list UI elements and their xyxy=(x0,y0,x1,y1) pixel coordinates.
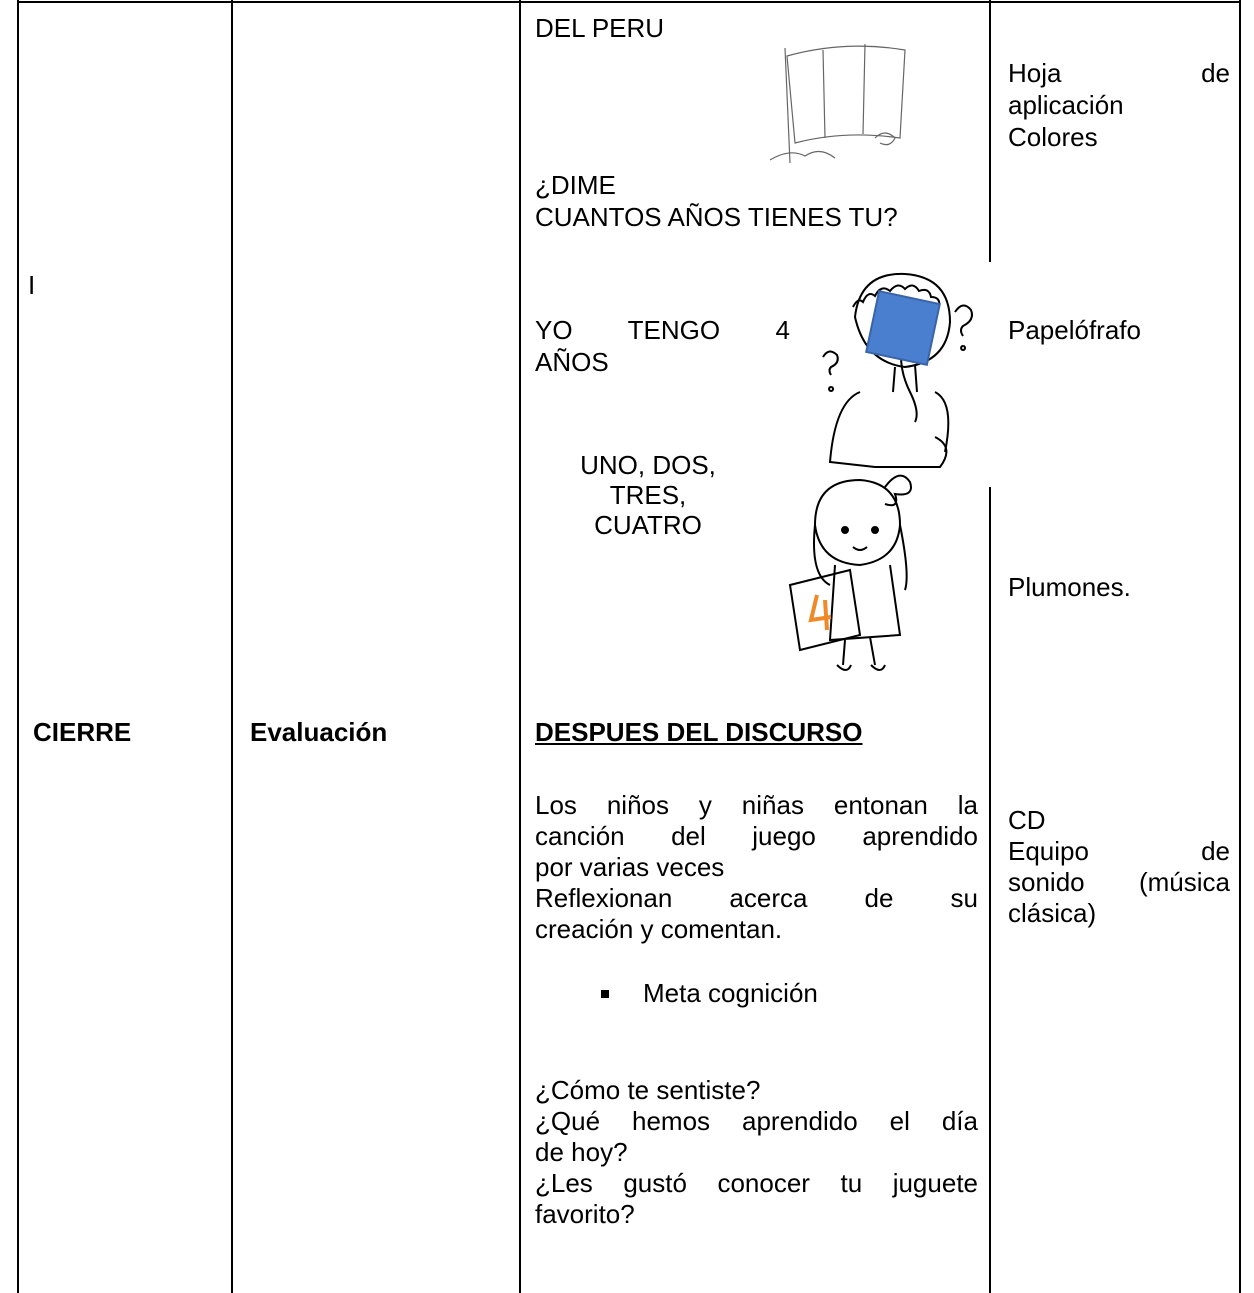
activity-text: ¿Qué hemos aprendido el día xyxy=(535,1106,978,1136)
activity-text: ¿DIME xyxy=(535,170,616,200)
flag-illustration xyxy=(769,43,906,164)
activity-text: ¿Cómo te sentiste? xyxy=(535,1075,761,1105)
activity-text: CUATRO xyxy=(594,510,702,540)
activity-text: ¿Les gustó conocer tu juguete xyxy=(535,1168,978,1198)
table-border xyxy=(17,0,19,1293)
resource-text: clásica) xyxy=(1008,898,1097,928)
section-heading: DESPUES DEL DISCURSO xyxy=(535,717,863,747)
resource-text: Plumones. xyxy=(1008,572,1131,602)
activity-text: canción del juego aprendido xyxy=(535,821,978,851)
activity-text: Reflexionan acerca de su xyxy=(535,883,978,913)
process-label: Evaluación xyxy=(250,717,388,747)
activity-text: UNO, DOS, xyxy=(580,450,716,480)
resource-text: aplicación xyxy=(1008,90,1124,120)
activity-text: por varias veces xyxy=(535,852,725,882)
table-border xyxy=(989,0,991,1293)
resource-text: CD xyxy=(1008,805,1046,835)
table-border xyxy=(519,0,521,1293)
boy-illustration xyxy=(815,262,995,487)
bullet-marker xyxy=(601,990,609,998)
activity-text: favorito? xyxy=(535,1199,635,1229)
stage-label: I xyxy=(28,270,36,300)
activity-text: YO TENGO 4 xyxy=(535,315,790,345)
resource-text: Colores xyxy=(1008,122,1098,152)
resource-text: Papelófrafo xyxy=(1008,315,1141,345)
resource-text: Hoja de xyxy=(1008,58,1230,88)
resource-text: sonido (música xyxy=(1008,867,1230,897)
resource-text: Equipo de xyxy=(1008,836,1230,866)
activity-text: creación y comentan. xyxy=(535,914,783,944)
activity-text: AÑOS xyxy=(535,347,609,377)
table-border xyxy=(231,0,233,1293)
activity-text: de hoy? xyxy=(535,1137,628,1167)
table-border xyxy=(1239,0,1241,1293)
girl-illustration xyxy=(788,474,912,671)
bullet-text: Meta cognición xyxy=(643,978,818,1008)
activity-text: CUANTOS AÑOS TIENES TU? xyxy=(535,202,898,232)
activity-text: DEL PERU xyxy=(535,13,665,43)
table-border xyxy=(17,1,1241,3)
stage-label: CIERRE xyxy=(33,717,132,747)
activity-text: Los niños y niñas entonan la xyxy=(535,790,978,820)
activity-text: TRES, xyxy=(609,480,687,510)
